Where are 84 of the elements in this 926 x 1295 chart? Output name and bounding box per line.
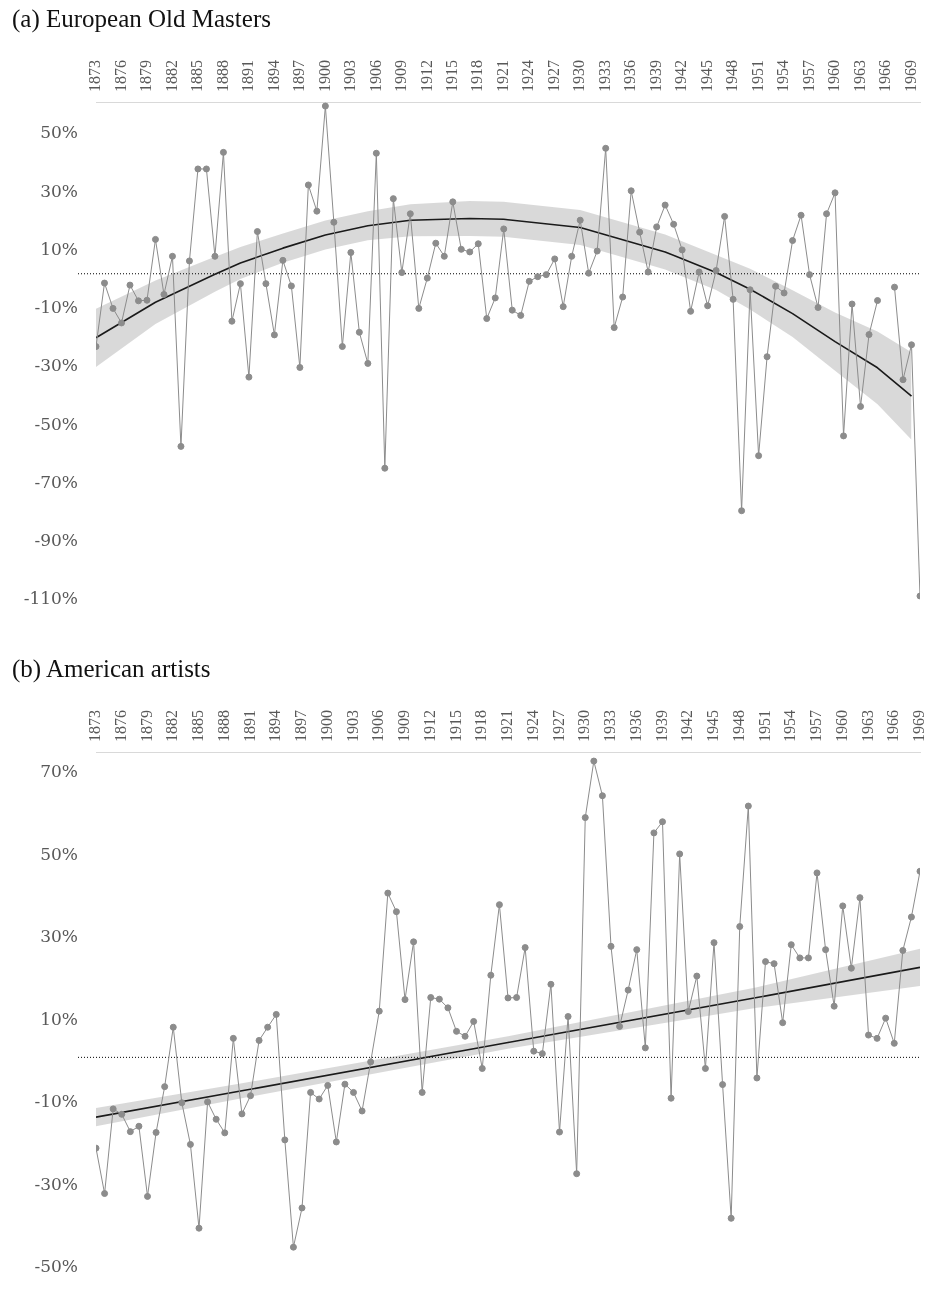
y-tick-label: 10% <box>40 1008 78 1029</box>
x-tick-label: 1891 <box>239 60 257 92</box>
x-tick-label: 1879 <box>137 710 155 742</box>
x-tick-label: 1915 <box>446 710 464 742</box>
y-tick-label: 30% <box>40 180 78 201</box>
x-tick-label: 1894 <box>264 60 282 92</box>
x-tick-label: 1945 <box>704 710 722 742</box>
x-tick-label: 1948 <box>723 60 741 92</box>
x-tick-label: 1930 <box>570 60 588 92</box>
x-tick-label: 1945 <box>697 60 715 92</box>
x-tick-label: 1921 <box>493 60 511 92</box>
x-tick-label: 1933 <box>595 60 613 92</box>
x-tick-label: 1894 <box>266 710 284 742</box>
x-tick-label: 1957 <box>807 710 825 742</box>
x-tick-label: 1897 <box>292 710 310 742</box>
y-tick-label: -50% <box>34 1256 78 1277</box>
x-tick-label: 1906 <box>366 60 384 92</box>
x-tick-label: 1906 <box>369 710 387 742</box>
x-tick-label: 1909 <box>395 710 413 742</box>
y-tick-label: 70% <box>40 761 78 782</box>
x-tick-label: 1882 <box>163 710 181 742</box>
chart-title: (b) American artists <box>11 654 212 685</box>
y-tick-label: -70% <box>34 471 78 492</box>
x-tick-label: 1960 <box>825 60 843 92</box>
x-tick-label: 1918 <box>472 710 490 742</box>
x-tick-label: 1963 <box>858 710 876 742</box>
x-tick-label: 1912 <box>420 710 438 742</box>
x-tick-label: 1873 <box>86 60 104 92</box>
x-tick-label: 1915 <box>442 60 460 92</box>
x-tick-label: 1951 <box>755 710 773 742</box>
x-tick-label: 1933 <box>601 710 619 742</box>
x-tick-label: 1951 <box>748 60 766 92</box>
x-tick-label: 1900 <box>317 710 335 742</box>
x-tick-label: 1882 <box>162 60 180 92</box>
x-tick-label: 1942 <box>672 60 690 92</box>
y-tick-label: -30% <box>34 1173 78 1194</box>
x-tick-label: 1891 <box>240 710 258 742</box>
x-tick-label: 1969 <box>910 710 926 742</box>
y-tick-label: 50% <box>40 122 78 143</box>
x-tick-label: 1948 <box>729 710 747 742</box>
x-tick-label: 1888 <box>213 60 231 92</box>
x-tick-label: 1897 <box>290 60 308 92</box>
x-tick-label: 1936 <box>626 710 644 742</box>
x-tick-label: 1879 <box>137 60 155 92</box>
x-tick-label: 1927 <box>549 710 567 742</box>
chart-title: (a) European Old Masters <box>11 4 272 35</box>
x-tick-label: 1954 <box>774 60 792 92</box>
y-tick-label: 50% <box>40 843 78 864</box>
x-tick-label: 1924 <box>523 710 541 742</box>
x-tick-label: 1957 <box>799 60 817 92</box>
y-tick-label: -10% <box>34 1091 78 1112</box>
x-tick-label: 1927 <box>544 60 562 92</box>
x-tick-label: 1969 <box>901 60 919 92</box>
y-tick-label: -30% <box>34 355 78 376</box>
x-tick-label: 1873 <box>86 710 104 742</box>
x-tick-label: 1921 <box>498 710 516 742</box>
x-tick-label: 1960 <box>832 710 850 742</box>
x-tick-label: 1912 <box>417 60 435 92</box>
x-tick-label: 1930 <box>575 710 593 742</box>
x-tick-label: 1918 <box>468 60 486 92</box>
x-tick-label: 1939 <box>652 710 670 742</box>
x-tick-label: 1900 <box>315 60 333 92</box>
y-tick-label: 30% <box>40 926 78 947</box>
x-tick-label: 1942 <box>678 710 696 742</box>
y-tick-label: 10% <box>40 238 78 259</box>
x-tick-label: 1954 <box>781 710 799 742</box>
x-tick-label: 1885 <box>189 710 207 742</box>
x-tick-label: 1966 <box>884 710 902 742</box>
x-tick-label: 1888 <box>214 710 232 742</box>
x-tick-label: 1936 <box>621 60 639 92</box>
x-tick-label: 1903 <box>343 710 361 742</box>
y-tick-label: -110% <box>23 588 78 609</box>
x-tick-label: 1909 <box>392 60 410 92</box>
x-tick-label: 1876 <box>111 710 129 742</box>
x-tick-label: 1903 <box>341 60 359 92</box>
x-tick-label: 1876 <box>111 60 129 92</box>
y-tick-label: -90% <box>34 530 78 550</box>
y-tick-label: -50% <box>34 413 78 434</box>
x-tick-label: 1966 <box>876 60 894 92</box>
y-tick-label: -10% <box>34 297 78 318</box>
x-tick-label: 1924 <box>519 60 537 92</box>
x-tick-label: 1939 <box>646 60 664 92</box>
x-tick-label: 1963 <box>850 60 868 92</box>
x-tick-label: 1885 <box>188 60 206 92</box>
